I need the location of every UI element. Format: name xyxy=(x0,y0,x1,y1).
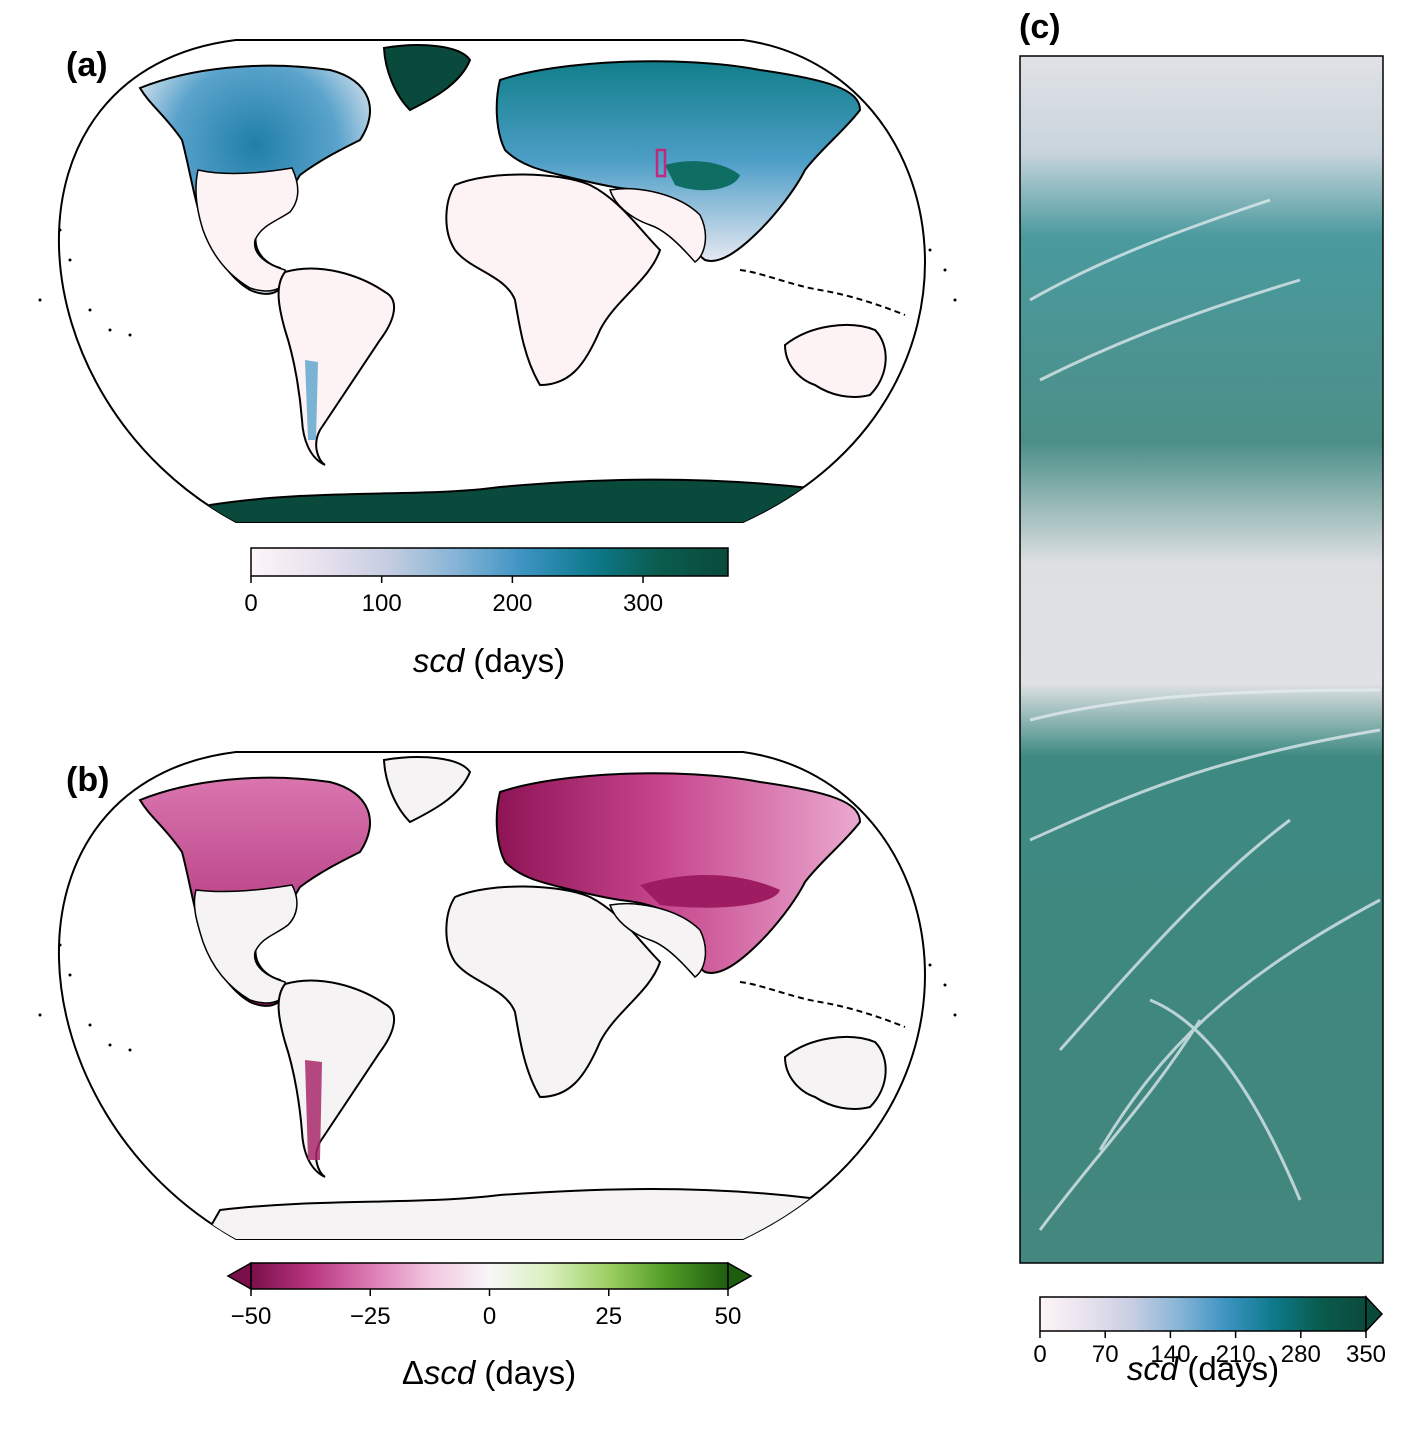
pacific-islands-a xyxy=(38,228,957,337)
se-asia-islands-a xyxy=(739,269,906,316)
colorbar-c-title: scd (days) xyxy=(1127,1350,1279,1387)
colorbar-c-tick-label: 70 xyxy=(1092,1341,1119,1368)
colorbar-a-title: scd (days) xyxy=(413,642,565,679)
africa-b xyxy=(445,885,662,1099)
panel-label-a: (a) xyxy=(66,46,108,84)
colorbar-b-bar xyxy=(250,1262,729,1290)
colorbar-c-arrow-right xyxy=(1365,1295,1384,1333)
colorbar-a-tick-label: 100 xyxy=(362,590,402,617)
north-america-south-b xyxy=(193,884,298,1004)
pacific-islands-b xyxy=(38,943,957,1052)
terrain-frame xyxy=(1019,55,1384,1264)
greenland-a xyxy=(382,44,472,112)
colorbar-a: 0 100 200 300 scd (days) xyxy=(244,547,729,679)
tibet-a xyxy=(665,161,740,191)
colorbar-b-tick-label: 50 xyxy=(715,1303,742,1330)
colorbar-c: 0 70 140 210 280 350 scd (days) xyxy=(1033,1295,1386,1387)
new-zealand-b xyxy=(884,1117,906,1136)
colorbar-b-arrow-right xyxy=(727,1261,753,1291)
map-c xyxy=(1019,55,1384,1264)
tibet-b xyxy=(640,874,780,908)
eurasia-b xyxy=(495,772,862,974)
colorbar-c-tick-label: 350 xyxy=(1346,1341,1386,1368)
panel-label-b: (b) xyxy=(66,761,110,799)
andes-change-b xyxy=(305,1060,322,1160)
colorbar-b-tick-label: −25 xyxy=(350,1303,391,1330)
se-asia-islands-b xyxy=(739,981,906,1028)
andes-snow-a xyxy=(305,360,318,440)
colorbar-c-bar xyxy=(1039,1296,1367,1332)
south-asia-a xyxy=(609,188,707,263)
colorbar-c-tick-label: 0 xyxy=(1033,1341,1046,1368)
australia-a xyxy=(783,324,887,398)
colorbar-b-tick-label: −50 xyxy=(231,1303,272,1330)
colorbar-b-title: Δscd (days) xyxy=(402,1354,576,1391)
colorbar-a-tick-label: 200 xyxy=(492,590,532,617)
greenland-b xyxy=(382,756,472,824)
colorbar-b: −50 −25 0 25 50 Δscd (days) xyxy=(226,1261,753,1391)
australia-b xyxy=(783,1036,887,1110)
colorbar-a-tick-label: 0 xyxy=(244,590,257,617)
colorbar-c-tick-label: 140 xyxy=(1150,1341,1190,1368)
south-asia-b xyxy=(609,903,707,978)
colorbar-b-tick-label: 0 xyxy=(483,1303,496,1330)
eurasia-a xyxy=(495,60,862,262)
colorbar-a-bar xyxy=(250,547,729,577)
colorbar-c-tick-label: 210 xyxy=(1216,1341,1256,1368)
valleys xyxy=(1029,198,1381,1231)
panel-label-c: (c) xyxy=(1019,8,1061,46)
colorbar-b-arrow-left xyxy=(226,1261,252,1291)
colorbar-b-ticks: −50 −25 0 25 50 xyxy=(231,1289,742,1330)
africa-a xyxy=(445,173,662,387)
map-b xyxy=(38,751,957,1240)
colorbar-a-tick-label: 300 xyxy=(623,590,663,617)
colorbar-a-ticks: 0 100 200 300 xyxy=(244,576,663,617)
north-america-south-a xyxy=(195,167,299,292)
map-a xyxy=(38,39,957,523)
colorbar-b-tick-label: 25 xyxy=(595,1303,622,1330)
colorbar-c-tick-label: 280 xyxy=(1281,1341,1321,1368)
region-box xyxy=(655,148,667,178)
terrain-map xyxy=(1020,56,1383,1263)
colorbar-c-ticks: 0 70 140 210 280 350 xyxy=(1033,1331,1386,1368)
